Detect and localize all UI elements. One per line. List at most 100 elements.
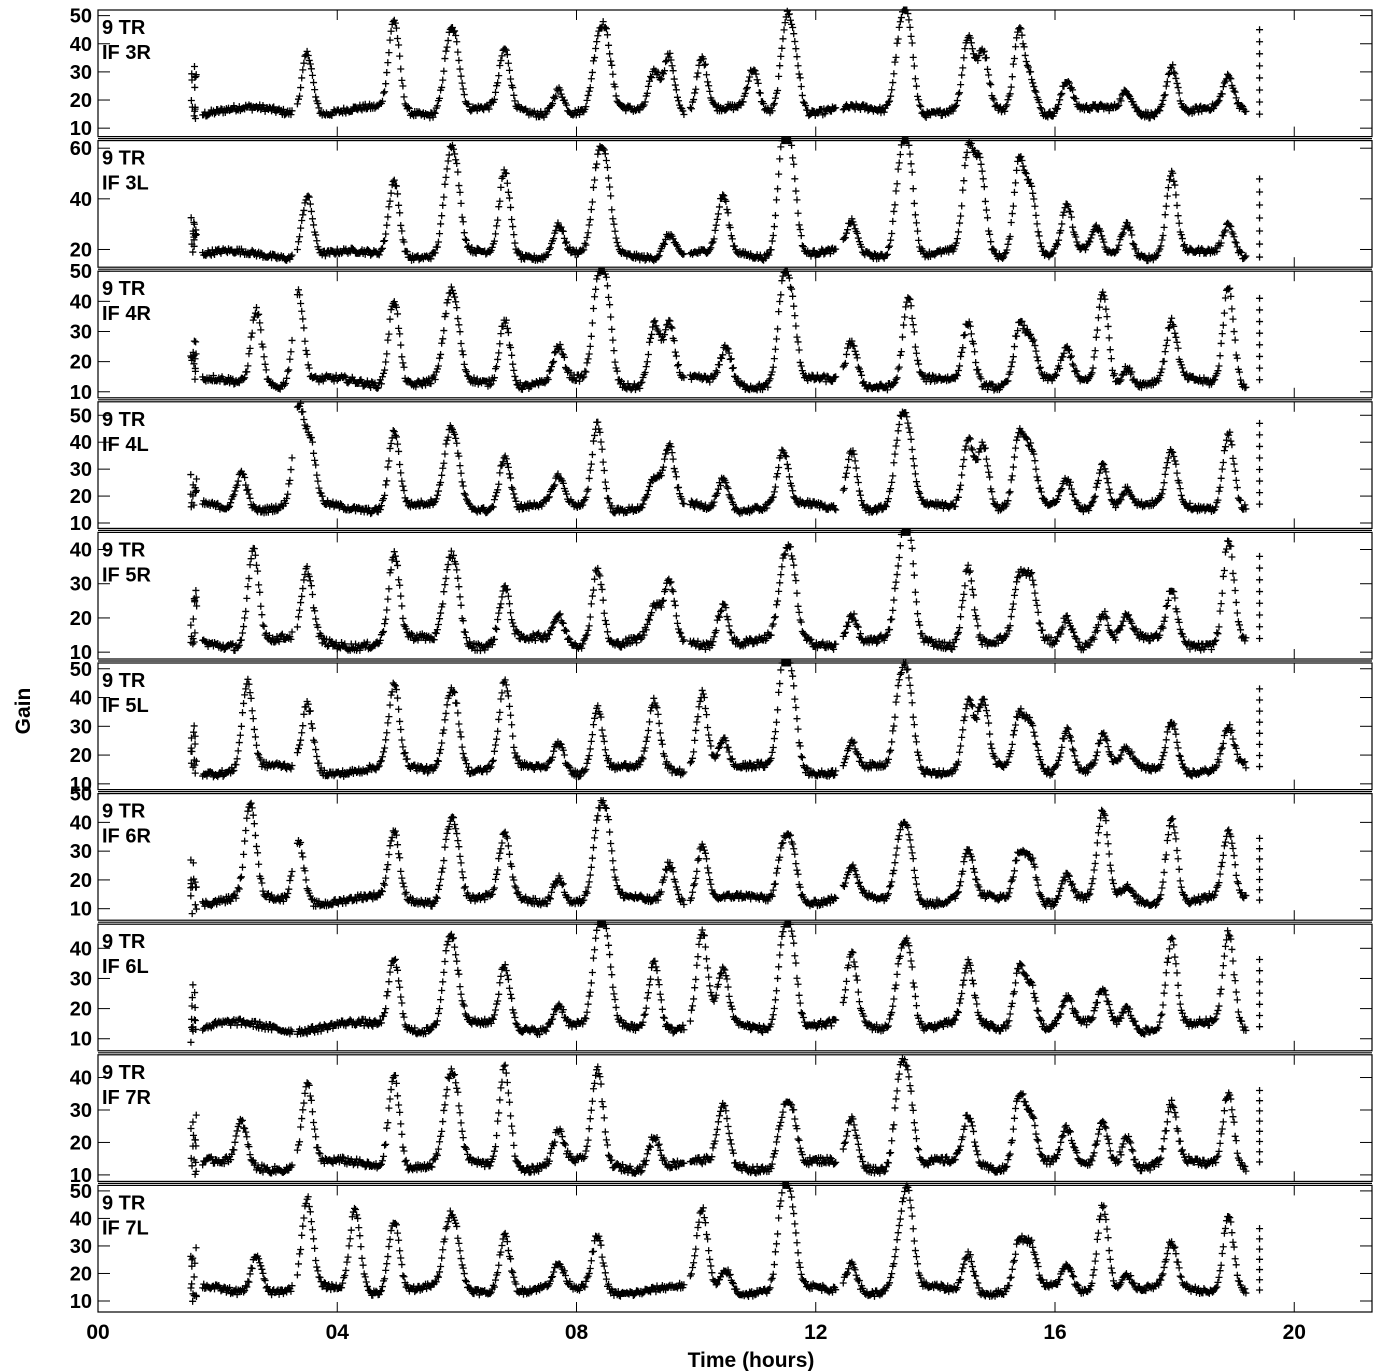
- data-point: [771, 94, 779, 102]
- data-point: [385, 330, 393, 338]
- data-point: [443, 299, 451, 307]
- data-point: [975, 52, 983, 60]
- data-point: [971, 348, 979, 356]
- data-point: [439, 201, 447, 209]
- data-point: [1168, 64, 1176, 72]
- data-point: [248, 329, 256, 337]
- data-point: [438, 83, 446, 91]
- data-point: [297, 84, 305, 92]
- data-point: [794, 62, 802, 70]
- data-point: [504, 59, 512, 67]
- data-point: [454, 315, 462, 323]
- data-point: [384, 213, 392, 221]
- data-point: [968, 45, 976, 53]
- data-point: [396, 581, 404, 589]
- data-point: [910, 462, 918, 470]
- data-point: [394, 561, 402, 569]
- data-point: [1177, 100, 1185, 108]
- data-point: [283, 374, 291, 382]
- data-point: [300, 206, 308, 214]
- data-point: [443, 566, 451, 574]
- data-point: [436, 615, 444, 623]
- data-point: [299, 211, 307, 219]
- data-point: [701, 60, 709, 68]
- data-point: [894, 165, 902, 173]
- data-point: [399, 482, 407, 490]
- data-point: [456, 188, 464, 196]
- data-point: [910, 62, 918, 70]
- data-point: [492, 88, 500, 96]
- data-point: [970, 591, 978, 599]
- data-point: [586, 466, 594, 474]
- data-point: [383, 477, 391, 485]
- data-point: [889, 217, 897, 225]
- data-point: [884, 98, 892, 106]
- data-point: [405, 105, 413, 113]
- data-point: [557, 90, 565, 98]
- data-point: [299, 408, 307, 416]
- data-point: [385, 585, 393, 593]
- data-point: [381, 237, 389, 245]
- data-point: [602, 25, 610, 33]
- data-point: [187, 621, 195, 629]
- data-point: [953, 97, 961, 105]
- data-point: [1219, 458, 1227, 466]
- data-point: [705, 82, 713, 90]
- data-point: [1216, 352, 1224, 360]
- data-point: [1103, 614, 1111, 622]
- data-point: [961, 582, 969, 590]
- data-point: [915, 96, 923, 104]
- data-point: [1032, 347, 1040, 355]
- data-point: [912, 598, 920, 606]
- data-point: [454, 48, 462, 56]
- data-point: [968, 446, 976, 454]
- data-point: [1114, 102, 1122, 110]
- data-point: [459, 351, 467, 359]
- data-point: [912, 219, 920, 227]
- data-point: [444, 296, 452, 304]
- data-point: [1232, 351, 1240, 359]
- data-point: [1006, 90, 1014, 98]
- data-point: [911, 588, 919, 596]
- data-point: [1230, 87, 1238, 95]
- data-point: [1058, 220, 1066, 228]
- data-point: [490, 95, 498, 103]
- data-point: [390, 548, 398, 556]
- data-point: [1214, 98, 1222, 106]
- data-point: [440, 327, 448, 335]
- data-point: [597, 581, 605, 589]
- data-point: [792, 322, 800, 330]
- data-point: [314, 99, 322, 107]
- data-point: [511, 372, 519, 380]
- data-point: [441, 180, 449, 188]
- data-point: [1096, 303, 1103, 311]
- y-tick-label: 20: [70, 239, 92, 261]
- data-point: [713, 215, 721, 223]
- data-point: [394, 35, 402, 43]
- data-point: [785, 473, 793, 481]
- data-point: [1256, 188, 1264, 196]
- data-point: [485, 105, 493, 113]
- data-point: [792, 187, 800, 195]
- data-point: [1018, 31, 1026, 39]
- data-point: [644, 82, 652, 90]
- data-point: [966, 34, 974, 42]
- data-point: [777, 52, 785, 60]
- data-point: [259, 621, 267, 629]
- data-point: [598, 585, 606, 593]
- data-point: [190, 337, 198, 345]
- data-point: [982, 206, 990, 214]
- data-point: [662, 58, 670, 66]
- data-point: [980, 183, 988, 191]
- data-point: [450, 28, 458, 36]
- data-point: [279, 105, 287, 113]
- data-point: [613, 367, 621, 375]
- data-point: [392, 24, 400, 32]
- data-point: [465, 100, 473, 108]
- data-point: [191, 83, 199, 91]
- data-point: [188, 76, 196, 84]
- data-point: [909, 321, 917, 329]
- data-point: [187, 97, 195, 105]
- data-point: [910, 571, 918, 579]
